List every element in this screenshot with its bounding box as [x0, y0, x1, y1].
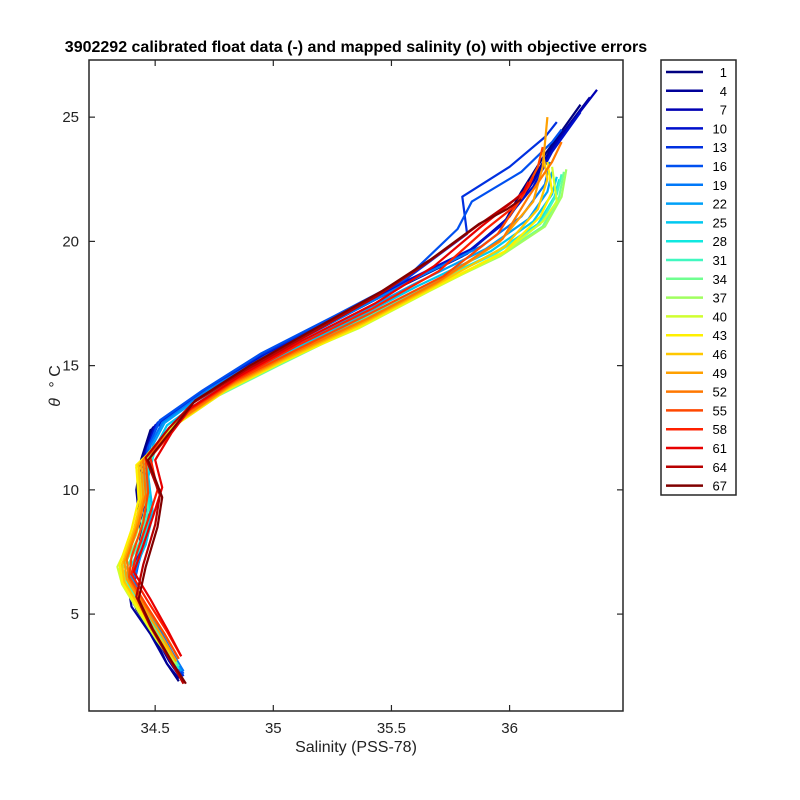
legend-label-19: 19 [713, 178, 727, 193]
x-tick-label: 36 [501, 720, 518, 737]
series-line-49 [123, 116, 549, 662]
legend-label-4: 4 [720, 84, 727, 99]
x-axis-label: Salinity (PSS-78) [295, 739, 417, 756]
legend-label-64: 64 [713, 460, 727, 475]
legend-label-7: 7 [720, 103, 727, 118]
legend: 1 4 7 10 13 16 19 22 25 28 31 34 37 40 43 46 49 52 55 58 61 6… [660, 59, 737, 496]
legend-label-16: 16 [713, 159, 727, 174]
svg-text:θ ° C: θ ° C [47, 365, 64, 407]
legend-label-40: 40 [713, 309, 727, 324]
series-line-61 [132, 181, 530, 657]
y-tick-label: 20 [62, 233, 79, 250]
legend-label-10: 10 [713, 121, 727, 136]
legend-label-58: 58 [713, 422, 727, 437]
plot-lines [116, 89, 598, 685]
legend-label-1: 1 [720, 65, 727, 80]
legend-label-43: 43 [713, 328, 727, 343]
legend-label-49: 49 [713, 366, 727, 381]
y-axis-label: θ ° C [47, 365, 64, 407]
y-tick-label: 25 [62, 109, 79, 126]
series-line-4 [128, 96, 591, 680]
series-line-7 [130, 89, 598, 680]
plot-frame [88, 59, 624, 712]
series-line-25 [128, 176, 558, 670]
legend-label-67: 67 [713, 479, 727, 494]
y-tick-label: 5 [71, 606, 79, 623]
legend-label-13: 13 [713, 140, 727, 155]
legend-label-55: 55 [713, 403, 727, 418]
legend-label-28: 28 [713, 234, 727, 249]
chart-title: 3902292 calibrated float data (-) and ma… [65, 39, 647, 56]
legend-box [660, 59, 737, 496]
y-tick-label: 15 [62, 358, 79, 375]
legend-label-22: 22 [713, 197, 727, 212]
y-axis-symbol: θ [47, 398, 64, 407]
x-tick-label: 34.5 [141, 720, 170, 737]
legend-label-34: 34 [713, 272, 727, 287]
legend-label-46: 46 [713, 347, 727, 362]
y-axis-unit: ° C [47, 365, 64, 387]
series-line-67 [137, 198, 523, 685]
legend-label-31: 31 [713, 253, 727, 268]
series-line-19 [132, 161, 551, 672]
x-tick-label: 35 [265, 720, 282, 737]
x-tick-label: 35.5 [377, 720, 406, 737]
legend-label-52: 52 [713, 385, 727, 400]
axis-ticks: 34.5 35 35.5 36 5 10 15 20 25 [62, 60, 623, 737]
legend-label-37: 37 [713, 291, 727, 306]
legend-label-25: 25 [713, 215, 727, 230]
legend-label-61: 61 [713, 441, 727, 456]
y-tick-label: 10 [62, 482, 79, 499]
